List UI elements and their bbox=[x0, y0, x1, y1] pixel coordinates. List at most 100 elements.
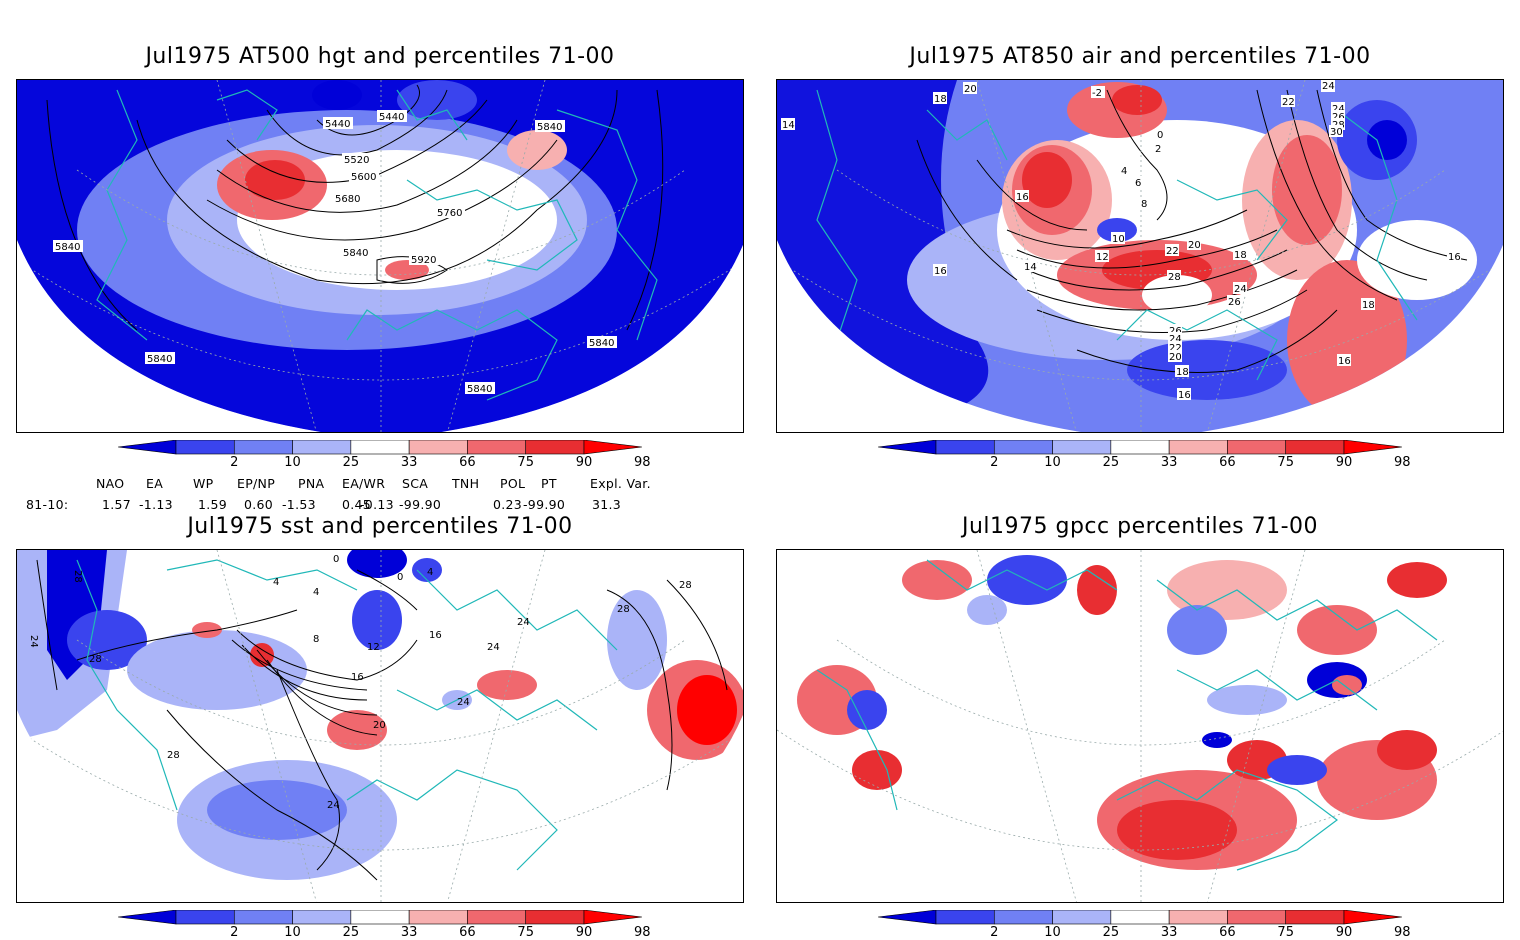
colorbar-tick-label: 25 bbox=[1102, 455, 1120, 470]
colorbar-segment bbox=[525, 440, 585, 455]
contour-label: 16 bbox=[1448, 252, 1461, 263]
colorbar-tick-label: 90 bbox=[575, 925, 593, 940]
contour-label: 22 bbox=[1166, 246, 1179, 257]
contour-label: 20 bbox=[1169, 352, 1182, 363]
contour-label: 24 bbox=[487, 642, 500, 653]
colorbar-segment bbox=[1168, 910, 1228, 925]
colorbar-segment bbox=[175, 440, 235, 455]
index-value: 31.3 bbox=[592, 497, 622, 512]
colorbar-tick-label: 66 bbox=[1219, 925, 1236, 940]
contour-label: 4 bbox=[1121, 166, 1127, 177]
map-sst-svg: 28 24 28 0 4 4 0 4 8 12 16 16 20 24 24 2… bbox=[17, 550, 743, 902]
colorbar-air: 2 10 25 33 66 75 90 98 bbox=[878, 440, 1411, 470]
colorbar-gpcc: 2 10 25 33 66 75 90 98 bbox=[878, 910, 1411, 940]
index-value: -0.13 bbox=[360, 497, 394, 512]
colorbar-segment bbox=[350, 440, 410, 455]
map-panel-sst: 28 24 28 0 4 4 0 4 8 12 16 16 20 24 24 2… bbox=[16, 549, 744, 903]
colorbar-segment bbox=[1227, 910, 1287, 925]
colorbar-segment bbox=[1168, 440, 1228, 455]
colorbar-segment bbox=[935, 440, 995, 455]
colorbar-tick-label: 2 bbox=[990, 925, 999, 940]
colorbar-tick-label: 10 bbox=[284, 455, 301, 470]
colorbar-tick-label: 25 bbox=[1102, 925, 1120, 940]
contour-label: 5840 bbox=[343, 248, 368, 259]
contour-label: 24 bbox=[1234, 284, 1247, 295]
index-header: EP/NP bbox=[237, 476, 276, 491]
contour-label: 16 bbox=[351, 672, 364, 683]
map-panel-hgt: 5440 5440 5520 5600 5680 5760 5840 5920 … bbox=[16, 79, 744, 433]
colorbar-segment bbox=[993, 440, 1053, 455]
contour-label: 28 bbox=[72, 570, 83, 583]
index-header: SCA bbox=[402, 476, 429, 491]
colorbar-segment bbox=[467, 910, 527, 925]
contour-label: 28 bbox=[1168, 272, 1181, 283]
contour-label: 14 bbox=[1024, 262, 1037, 273]
colorbar-svg bbox=[878, 910, 1402, 925]
colorbar-segment bbox=[408, 440, 468, 455]
colorbar-arrow-high bbox=[1343, 440, 1402, 455]
colorbar-svg bbox=[118, 910, 642, 925]
contour-label: 18 bbox=[1362, 300, 1375, 311]
index-header: POL bbox=[500, 476, 526, 491]
contour-label: 16 bbox=[934, 266, 947, 277]
contour-label: 18 bbox=[934, 94, 947, 105]
index-value: -1.13 bbox=[139, 497, 173, 512]
colorbar-segment bbox=[1110, 910, 1170, 925]
contour-label: 24 bbox=[1322, 81, 1335, 92]
contour-label: 18 bbox=[1234, 250, 1247, 261]
colorbar-arrow-low bbox=[878, 910, 937, 925]
index-value: 0.60 bbox=[244, 497, 274, 512]
panel-title-sst: Jul1975 sst and percentiles 71-00 bbox=[187, 514, 573, 539]
map-panel-air: 14 18 20 -2 24 24 22 26 28 30 0 2 4 6 8 … bbox=[776, 79, 1504, 433]
colorbar-tick-label: 66 bbox=[459, 925, 476, 940]
colorbar-tick-label: 33 bbox=[400, 455, 418, 470]
contour-label: 24 bbox=[28, 635, 39, 648]
contour-label: 5440 bbox=[325, 119, 350, 130]
contour-labels-hgt: 5440 5440 5520 5600 5680 5760 5840 5920 … bbox=[53, 110, 617, 395]
contour-label: 28 bbox=[89, 654, 102, 665]
index-value: 0.45 bbox=[342, 497, 372, 512]
index-header: TNH bbox=[452, 476, 480, 491]
colorbar-segment bbox=[292, 910, 352, 925]
colorbar-tick-label: 98 bbox=[634, 925, 651, 940]
colorbar-segment bbox=[467, 440, 527, 455]
colorbar-tick-label: 75 bbox=[1277, 925, 1294, 940]
colorbar-tick-label: 2 bbox=[230, 925, 239, 940]
index-value: -99.90 bbox=[523, 497, 566, 512]
map-gpcc-svg bbox=[777, 550, 1503, 902]
colorbar-tick-label: 98 bbox=[634, 455, 651, 470]
contour-label: 8 bbox=[313, 634, 319, 645]
contour-label: 0 bbox=[333, 554, 339, 565]
index-header: PNA bbox=[298, 476, 325, 491]
contour-label: 5760 bbox=[437, 208, 462, 219]
contour-label: -2 bbox=[1092, 88, 1102, 99]
index-header: WP bbox=[193, 476, 214, 491]
contour-label: 22 bbox=[1169, 343, 1182, 354]
contour-label: 5440 bbox=[379, 112, 404, 123]
map-hgt-svg: 5440 5440 5520 5600 5680 5760 5840 5920 … bbox=[17, 80, 743, 432]
contour-label: 26 bbox=[1169, 326, 1182, 337]
colorbar-segment bbox=[1052, 910, 1112, 925]
index-header: EA bbox=[146, 476, 164, 491]
colorbar-tick-label: 33 bbox=[1160, 455, 1178, 470]
contour-label: 16 bbox=[1178, 390, 1191, 401]
colorbar-tick-label: 25 bbox=[342, 925, 360, 940]
contour-label: 5840 bbox=[467, 384, 492, 395]
colorbar-arrow-low bbox=[878, 440, 937, 455]
colorbar-tick-label: 98 bbox=[1394, 925, 1411, 940]
contour-label: 4 bbox=[313, 587, 319, 598]
colorbar-svg bbox=[878, 440, 1402, 455]
colorbar-arrow-high bbox=[583, 910, 642, 925]
colorbar-segment bbox=[1110, 440, 1170, 455]
colorbar-tick-label: 90 bbox=[1335, 455, 1353, 470]
contour-label: 4 bbox=[273, 577, 279, 588]
contour-label: 6 bbox=[1135, 178, 1141, 189]
colorbar-arrow-high bbox=[1343, 910, 1402, 925]
contour-label: 28 bbox=[617, 604, 630, 615]
index-row-label: 81-10: bbox=[26, 497, 69, 512]
colorbar-segment bbox=[935, 910, 995, 925]
colorbar-segment bbox=[1285, 910, 1345, 925]
colorbar-segment bbox=[993, 910, 1053, 925]
contour-label: 5840 bbox=[589, 338, 614, 349]
contour-label: 5840 bbox=[55, 242, 80, 253]
